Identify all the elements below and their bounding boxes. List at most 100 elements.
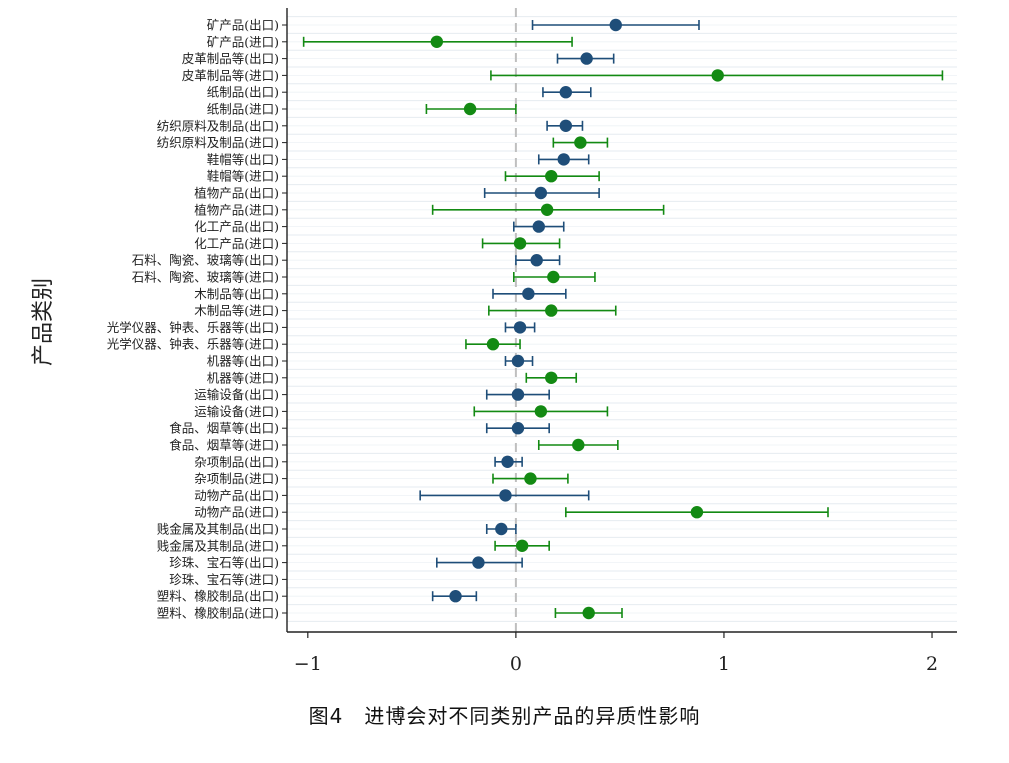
estimate-export	[515, 254, 561, 267]
x-tick-label: 0	[510, 653, 522, 675]
category-label: 化工产品(出口)	[194, 219, 279, 234]
point-estimate	[495, 522, 508, 536]
point-estimate	[530, 254, 543, 267]
y-axis-title: 产品类别	[31, 278, 56, 366]
category-label: 纺织原料及制品(进口)	[157, 135, 279, 150]
category-labels: 矿产品(出口)矿产品(进口) 皮革制品等(出口) 皮革制品等(进口) 纸制品(出口) 纸…	[107, 18, 287, 621]
point-estimate	[501, 455, 514, 468]
estimate-import	[473, 405, 609, 418]
point-estimate	[547, 270, 560, 284]
category-label: 石料、陶瓷、玻璃等(出口)	[132, 253, 279, 268]
category-label: 化工产品(进口)	[194, 236, 279, 251]
category-label: 木制品等(进口)	[194, 303, 279, 318]
category-label: 运输设备(出口)	[194, 387, 279, 402]
estimates	[302, 18, 944, 620]
figure-caption: 图4 进博会对不同类别产品的异质性影响	[308, 704, 701, 728]
category-label: 皮革制品等(进口)	[182, 68, 279, 83]
category-label: 木制品等(出口)	[194, 286, 279, 301]
estimate-export	[542, 86, 592, 99]
point-estimate	[572, 438, 585, 452]
point-estimate	[430, 35, 444, 48]
point-estimate	[609, 18, 622, 32]
category-label: 塑料、橡胶制品(出口)	[157, 589, 279, 604]
estimate-import	[552, 136, 609, 149]
category-label: 植物产品(进口)	[194, 202, 279, 217]
point-estimate	[449, 590, 462, 603]
point-estimate	[559, 86, 573, 99]
category-label: 机器等(出口)	[207, 354, 279, 369]
category-label: 矿产品(进口)	[207, 34, 279, 49]
category-label: 光学仪器、钟表、乐器等(出口)	[107, 320, 279, 335]
category-label: 动物产品(出口)	[194, 488, 279, 503]
point-estimate	[511, 354, 525, 368]
point-estimate	[511, 422, 525, 435]
estimate-import	[565, 506, 829, 519]
category-label: 纸制品(进口)	[207, 102, 279, 117]
estimate-import	[525, 371, 578, 384]
point-estimate	[499, 489, 512, 502]
point-estimate	[582, 606, 595, 620]
point-estimate	[545, 304, 558, 317]
point-estimate	[522, 287, 535, 300]
point-estimate	[532, 220, 545, 233]
point-estimate	[711, 69, 724, 82]
category-label: 动物产品(进口)	[194, 505, 279, 520]
category-label: 塑料、橡胶制品(进口)	[157, 606, 279, 621]
point-estimate	[513, 237, 527, 250]
category-label: 机器等(进口)	[207, 370, 279, 385]
estimate-export	[483, 186, 600, 200]
point-estimate	[472, 556, 485, 569]
point-estimate	[486, 338, 500, 351]
point-estimate	[545, 170, 558, 183]
estimate-export	[504, 354, 534, 368]
estimate-export	[431, 590, 478, 603]
point-estimate	[580, 52, 593, 65]
category-label: 矿产品(出口)	[207, 18, 279, 33]
point-estimate	[513, 321, 527, 334]
point-estimate	[557, 153, 570, 166]
estimate-export	[485, 422, 550, 435]
category-label: 光学仪器、钟表、乐器等(进口)	[107, 337, 279, 352]
category-label: 鞋帽等(进口)	[207, 169, 279, 184]
category-label: 皮革制品等(出口)	[182, 51, 279, 66]
estimate-export	[485, 522, 517, 536]
estimate-export	[419, 489, 590, 502]
estimate-import	[504, 170, 600, 183]
estimate-export	[556, 52, 615, 65]
category-label: 杂项制品(出口)	[194, 454, 279, 469]
point-estimate	[534, 186, 548, 200]
estimate-import	[425, 102, 517, 116]
x-tick-label: 1	[718, 653, 730, 675]
estimate-import	[513, 270, 596, 284]
category-label: 食品、烟草等(出口)	[169, 421, 279, 436]
estimate-export	[485, 388, 550, 401]
estimate-import	[537, 438, 619, 452]
point-estimate	[574, 136, 587, 149]
point-estimate	[515, 539, 529, 552]
estimate-export	[546, 119, 584, 132]
x-ticks: −1 0 1 2	[294, 632, 938, 675]
point-estimate	[545, 371, 558, 384]
x-tick-label: −1	[294, 653, 322, 675]
category-label: 珍珠、宝石等(出口)	[169, 555, 279, 570]
category-label: 石料、陶瓷、玻璃等(进口)	[132, 270, 279, 285]
estimate-export	[531, 18, 700, 32]
axes	[286, 8, 957, 633]
category-label: 贱金属及其制品(出口)	[157, 522, 279, 537]
estimate-export	[537, 153, 590, 166]
category-label: 贱金属及其制品(进口)	[157, 538, 279, 553]
estimate-import	[492, 472, 569, 485]
point-estimate	[463, 102, 477, 116]
estimate-import	[554, 606, 623, 620]
estimate-export	[513, 220, 565, 233]
category-label: 纸制品(出口)	[207, 85, 279, 100]
point-estimate	[690, 506, 704, 519]
point-estimate	[524, 472, 537, 485]
estimate-export	[504, 321, 536, 334]
estimate-import	[465, 338, 521, 351]
category-label: 珍珠、宝石等(进口)	[169, 572, 279, 587]
estimate-import	[481, 237, 561, 250]
point-estimate	[511, 388, 525, 401]
estimate-import	[490, 69, 944, 82]
